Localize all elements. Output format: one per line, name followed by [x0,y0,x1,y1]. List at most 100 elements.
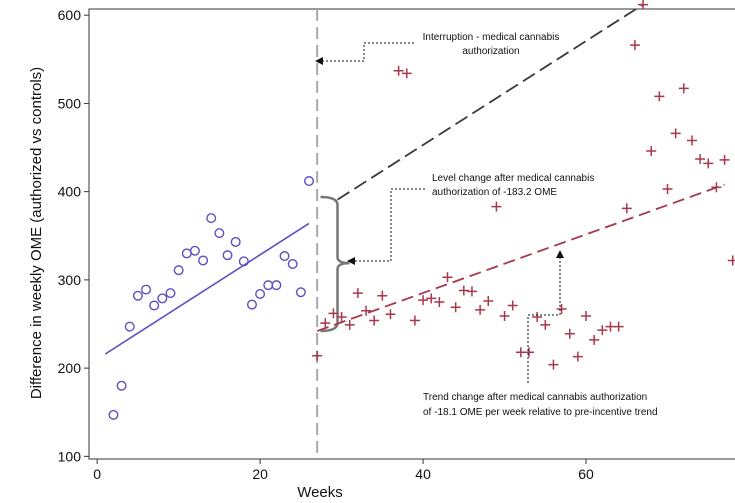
pre-point [141,284,152,295]
y-tick-label: 600 [58,7,82,23]
post-point [450,302,461,313]
post-point [466,286,477,297]
post-point [589,334,600,345]
post-point [564,328,575,339]
trend-annotation-line: Trend change after medical cannabis auth… [423,392,647,403]
pre-point [206,213,217,224]
post-point [556,304,567,314]
level-change-bracket [320,195,350,333]
level-leader [347,188,425,265]
level-annotation-line: authorization of -183.2 OME [432,187,557,198]
y-tick-label: 200 [58,360,82,376]
post-point [711,182,722,193]
post-point [670,128,681,139]
post-point [613,321,624,332]
post-point [312,350,323,361]
pre-point [124,321,135,332]
y-axis-title: Difference in weekly OME (authorized vs … [28,67,45,399]
pre-point [165,288,176,299]
y-tick-label: 500 [58,95,82,111]
post-point [572,351,583,362]
post-point [719,154,730,165]
y-tick-label: 100 [58,448,82,464]
post-point [336,311,347,322]
x-tick-label: 60 [578,466,594,482]
post-point [369,315,380,326]
pre-point [214,228,225,239]
post-point [434,296,445,307]
post-point [418,295,429,306]
post-point [532,311,543,322]
post-point [401,68,412,79]
x-tick-label: 20 [252,466,268,482]
trend-leader [527,250,564,383]
post-point [597,325,608,336]
post-point [524,347,534,358]
post-point [320,318,331,329]
counterfactual-fit-line [337,3,644,201]
pre-point [271,280,282,291]
pre-point [189,245,200,256]
x-tick-label: 0 [93,466,101,482]
post-point [352,288,363,299]
post-point [328,308,339,319]
post-point [654,91,665,102]
interruption-annotation-line: Interruption - medical cannabis [423,32,560,43]
level-annotation-line: Level change after medical cannabis [432,173,594,184]
interruption-leader [315,42,414,65]
post-point [662,184,673,194]
pre-point [198,255,209,266]
pre-point [149,300,160,311]
interruption-annotation-line: authorization [462,46,519,57]
pre-point [116,380,127,391]
y-tick-label: 300 [58,272,82,288]
axis-ticks: 020406080100200300400500600 [58,7,594,482]
post-point [442,272,453,283]
annotations: Interruption - medical cannabis authoriza… [315,32,658,418]
post-point [426,293,437,304]
post-point [695,154,706,164]
pre-point [246,299,257,310]
post-point [646,146,657,157]
y-tick-label: 400 [58,184,82,200]
post-point [727,255,735,266]
pre-point [287,259,298,270]
post-fit-line [316,183,725,332]
pre-point [263,280,274,291]
post-point [703,158,714,169]
pre-point [222,250,233,261]
post-point [409,315,420,326]
post-point [638,0,649,10]
pre-point [230,236,241,247]
pre-point [295,287,306,298]
pre-point [279,251,290,262]
pre-point [181,248,192,259]
post-point [581,311,592,322]
post-point [621,203,632,214]
pre-point [238,256,249,267]
post-point [491,201,502,212]
data-points [108,0,735,420]
fit-lines [104,3,725,355]
guides [316,9,350,459]
post-point [483,296,494,307]
pre-fit-line [104,222,310,355]
post-point [344,319,355,330]
post-point [377,290,388,301]
post-point [686,135,697,146]
post-point [385,309,396,320]
x-axis-title: Weeks [297,484,343,501]
post-point [393,65,404,76]
post-point [678,83,689,94]
pre-point [304,176,315,187]
pre-point [173,265,184,276]
post-point [361,305,372,316]
pre-point [108,409,119,420]
post-point [458,285,469,296]
post-point [540,319,551,330]
trend-annotation-line: of -18.1 OME per week relative to pre-in… [423,407,658,418]
post-point [507,300,518,311]
plot-frame [88,8,735,460]
post-point [548,359,559,370]
